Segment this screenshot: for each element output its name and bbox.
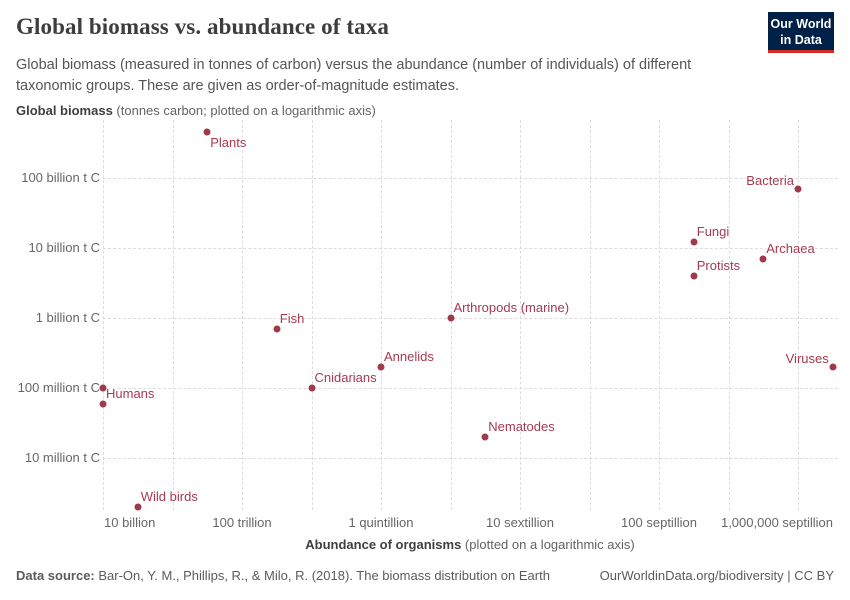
x-tick-label: 1,000,000 septillion bbox=[720, 515, 833, 530]
y-gridline bbox=[103, 178, 838, 179]
owid-logo: Our World in Data bbox=[768, 12, 834, 53]
point-label-annelids[interactable]: Annelids bbox=[384, 348, 434, 364]
x-gridline bbox=[381, 120, 382, 510]
y-tick-label: 100 million t C bbox=[17, 380, 100, 395]
point-label-arthropods-marine[interactable]: Arthropods (marine) bbox=[453, 300, 570, 315]
point-label-archaea[interactable]: Archaea bbox=[766, 240, 815, 256]
point-label-protists[interactable]: Protists bbox=[696, 257, 741, 273]
x-tick-label: 1 quintillion bbox=[348, 515, 414, 530]
data-point-arthropods-marine[interactable] bbox=[447, 314, 454, 322]
x-tick-label: 10 sextillion bbox=[486, 515, 554, 530]
x-gridline bbox=[728, 120, 730, 510]
x-gridline bbox=[589, 120, 591, 510]
x-tick-label: 10 billion bbox=[104, 515, 156, 530]
data-point-wild-birds[interactable] bbox=[134, 503, 142, 511]
y-tick-label: 10 billion t C bbox=[28, 240, 100, 255]
data-point-protists[interactable] bbox=[690, 272, 698, 280]
data-source-text: Bar-On, Y. M., Phillips, R., & Milo, R. … bbox=[94, 568, 550, 583]
data-point-unlabeled[interactable] bbox=[99, 384, 107, 392]
point-label-cnidarians[interactable]: Cnidarians bbox=[314, 370, 377, 385]
x-gridline bbox=[172, 120, 174, 510]
chart-footer: Data source: Bar-On, Y. M., Phillips, R.… bbox=[16, 568, 834, 583]
y-tick-label: 1 billion t C bbox=[35, 310, 100, 325]
x-axis-title: Abundance of organisms (plotted on a log… bbox=[305, 537, 634, 552]
x-gridline bbox=[798, 120, 799, 510]
data-point-fungi[interactable] bbox=[690, 238, 698, 246]
y-axis-title-bold: Global biomass bbox=[16, 103, 113, 118]
x-gridline bbox=[103, 120, 104, 510]
point-label-viruses[interactable]: Viruses bbox=[785, 350, 829, 366]
y-tick-label: 10 million t C bbox=[24, 450, 100, 465]
point-label-fungi[interactable]: Fungi bbox=[696, 224, 730, 240]
data-point-bacteria[interactable] bbox=[794, 185, 802, 193]
point-label-fish[interactable]: Fish bbox=[279, 310, 305, 326]
data-point-nematodes[interactable] bbox=[481, 433, 489, 441]
point-label-bacteria[interactable]: Bacteria bbox=[746, 172, 794, 188]
data-point-archaea[interactable] bbox=[759, 255, 767, 263]
y-tick-label: 100 billion t C bbox=[21, 170, 100, 185]
x-tick-label: 100 trillion bbox=[212, 515, 272, 530]
owid-logo-line2: in Data bbox=[780, 33, 822, 48]
data-source-label: Data source: bbox=[16, 568, 95, 583]
y-axis-title-rest: (tonnes carbon; plotted on a logarithmic… bbox=[112, 103, 376, 118]
y-axis-title: Global biomass (tonnes carbon; plotted o… bbox=[16, 103, 376, 118]
data-point-humans[interactable] bbox=[99, 400, 107, 408]
x-gridline bbox=[520, 120, 521, 510]
point-label-humans[interactable]: Humans bbox=[106, 385, 155, 401]
y-gridline bbox=[103, 388, 838, 389]
x-gridline bbox=[242, 120, 243, 510]
y-gridline bbox=[103, 248, 838, 249]
x-axis-title-bold: Abundance of organisms bbox=[305, 537, 462, 552]
chart-subtitle: Global biomass (measured in tonnes of ca… bbox=[16, 57, 692, 95]
x-gridline bbox=[311, 120, 313, 510]
x-gridline bbox=[659, 120, 660, 510]
point-label-nematodes[interactable]: Nematodes bbox=[488, 418, 555, 434]
chart-title: Global biomass vs. abundance of taxa bbox=[16, 14, 389, 39]
data-point-fish[interactable] bbox=[273, 325, 281, 333]
data-point-annelids[interactable] bbox=[377, 363, 385, 371]
y-gridline bbox=[103, 458, 838, 459]
data-source: Data source: Bar-On, Y. M., Phillips, R.… bbox=[16, 568, 550, 583]
data-point-cnidarians[interactable] bbox=[308, 384, 315, 392]
x-axis-title-rest: (plotted on a logarithmic axis) bbox=[461, 537, 635, 552]
data-point-viruses[interactable] bbox=[829, 363, 837, 371]
data-point-plants[interactable] bbox=[203, 128, 211, 136]
x-tick-label: 100 septillion bbox=[621, 515, 697, 530]
point-label-wild-birds[interactable]: Wild birds bbox=[140, 488, 198, 504]
owid-license-link[interactable]: OurWorldinData.org/biodiversity | CC BY bbox=[599, 568, 834, 583]
owid-logo-line1: Our World bbox=[770, 17, 832, 31]
y-gridline bbox=[103, 318, 838, 319]
point-label-plants[interactable]: Plants bbox=[210, 135, 247, 151]
